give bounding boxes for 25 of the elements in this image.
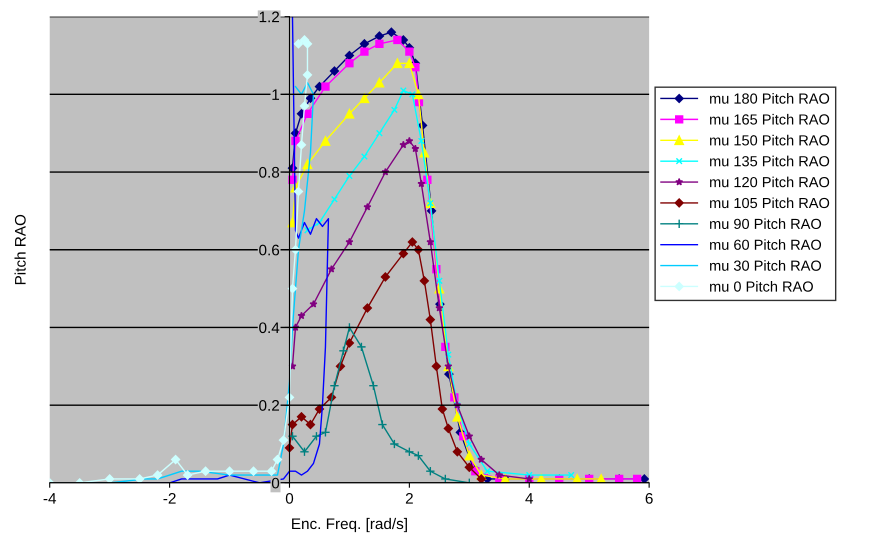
legend-label: mu 120 Pitch RAO — [710, 176, 830, 188]
x-axis-title: Enc. Freq. [rad/s] — [292, 518, 407, 532]
y-tick-label: 1 — [272, 89, 280, 100]
legend-label: mu 30 Pitch RAO — [710, 260, 822, 271]
y-tick-label: 0.8 — [259, 166, 280, 178]
legend-label: mu 165 Pitch RAO — [710, 114, 830, 125]
x-tick-label: 2 — [406, 492, 413, 504]
y-tick-label: 1.2 — [260, 12, 279, 22]
y-tick-label: 0.6 — [259, 244, 280, 256]
legend-label: mu 135 Pitch RAO — [710, 156, 830, 166]
y-tick-label: 0.2 — [259, 400, 279, 411]
legend-label: mu 180 Pitch RAO — [710, 93, 830, 104]
y-tick-label: 0.4 — [259, 322, 280, 334]
y-tick-label: 0 — [272, 478, 280, 489]
x-tick-label: 0 — [286, 492, 294, 504]
y-axis-title: Pitch RAO — [14, 214, 26, 284]
legend-label: mu 60 Pitch RAO — [710, 239, 822, 250]
legend-label: mu 150 Pitch RAO — [710, 134, 830, 146]
x-tick-label: -2 — [163, 492, 176, 504]
x-tick-label: 4 — [525, 493, 534, 504]
legend-label: mu 90 Pitch RAO — [710, 218, 822, 230]
x-tick-label: 6 — [646, 492, 653, 504]
legend-label: mu 0 Pitch RAO — [710, 280, 813, 292]
legend-label: mu 105 Pitch RAO — [710, 197, 830, 208]
x-tick-label: -4 — [44, 493, 56, 504]
